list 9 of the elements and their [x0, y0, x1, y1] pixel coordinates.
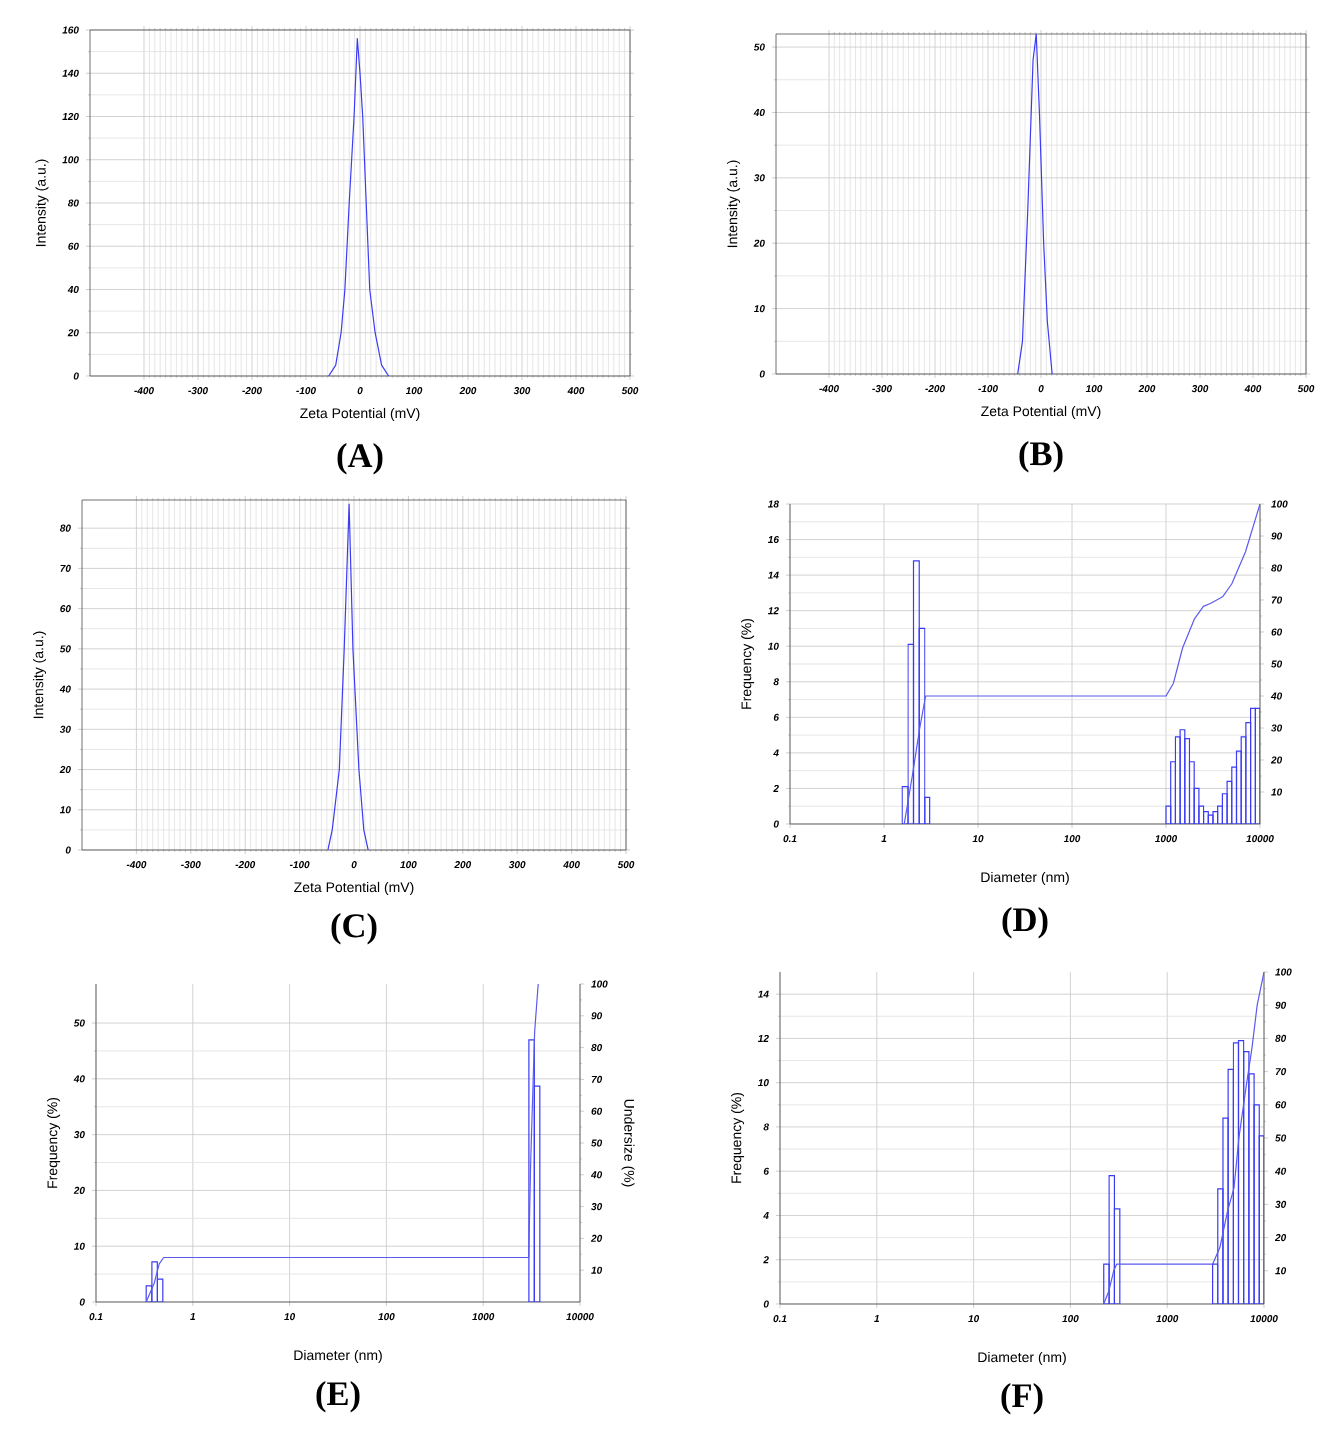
text: (A): [337, 443, 383, 475]
text: (C): [331, 913, 377, 945]
line-series: [1017, 33, 1053, 374]
line-series: [328, 38, 390, 376]
text: (B): [1019, 441, 1063, 473]
line-series: [327, 503, 369, 850]
text: (F): [1001, 1383, 1043, 1415]
text: (D): [1002, 907, 1048, 939]
text: (E): [316, 1381, 360, 1413]
